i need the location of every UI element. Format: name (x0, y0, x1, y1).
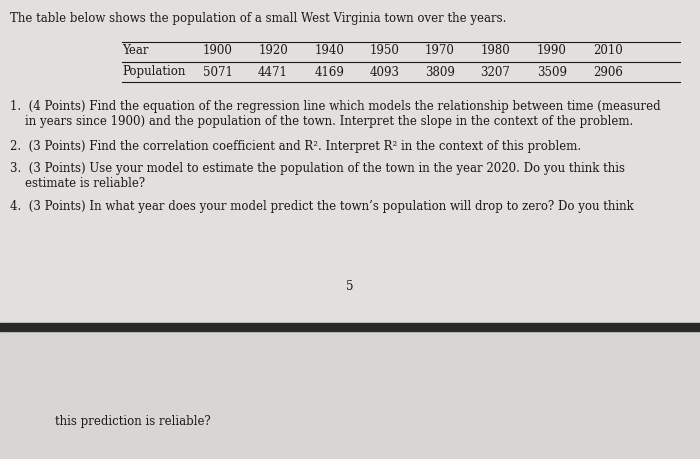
Text: 1940: 1940 (315, 44, 345, 56)
Text: 5071: 5071 (203, 66, 233, 78)
Text: 4471: 4471 (258, 66, 288, 78)
Text: 1970: 1970 (425, 44, 455, 56)
Text: estimate is reliable?: estimate is reliable? (10, 177, 145, 190)
Text: 3.  (3 Points) Use your model to estimate the population of the town in the year: 3. (3 Points) Use your model to estimate… (10, 162, 625, 175)
Text: 1990: 1990 (537, 44, 567, 56)
Text: 2010: 2010 (593, 44, 623, 56)
Text: 1900: 1900 (203, 44, 233, 56)
Text: Population: Population (122, 66, 186, 78)
Text: 1920: 1920 (258, 44, 288, 56)
Text: 3509: 3509 (537, 66, 567, 78)
Text: 3207: 3207 (480, 66, 510, 78)
Text: 5: 5 (346, 280, 354, 293)
Text: this prediction is reliable?: this prediction is reliable? (55, 415, 211, 428)
Text: 2906: 2906 (593, 66, 623, 78)
Text: 2.  (3 Points) Find the correlation coefficient and R². Interpret R² in the cont: 2. (3 Points) Find the correlation coeff… (10, 140, 581, 153)
Text: 3809: 3809 (425, 66, 455, 78)
Bar (0, 323, 700, 331)
Text: 1950: 1950 (370, 44, 400, 56)
Text: 4169: 4169 (315, 66, 345, 78)
Text: Year: Year (122, 44, 148, 56)
Text: The table below shows the population of a small West Virginia town over the year: The table below shows the population of … (10, 12, 506, 25)
Text: 4093: 4093 (370, 66, 400, 78)
Text: 4.  (3 Points) In what year does your model predict the town’s population will d: 4. (3 Points) In what year does your mod… (10, 200, 634, 213)
Bar (0, 331, 700, 459)
Text: 1980: 1980 (480, 44, 510, 56)
Text: in years since 1900) and the population of the town. Interpret the slope in the : in years since 1900) and the population … (10, 115, 634, 128)
Text: 1.  (4 Points) Find the equation of the regression line which models the relatio: 1. (4 Points) Find the equation of the r… (10, 100, 661, 113)
